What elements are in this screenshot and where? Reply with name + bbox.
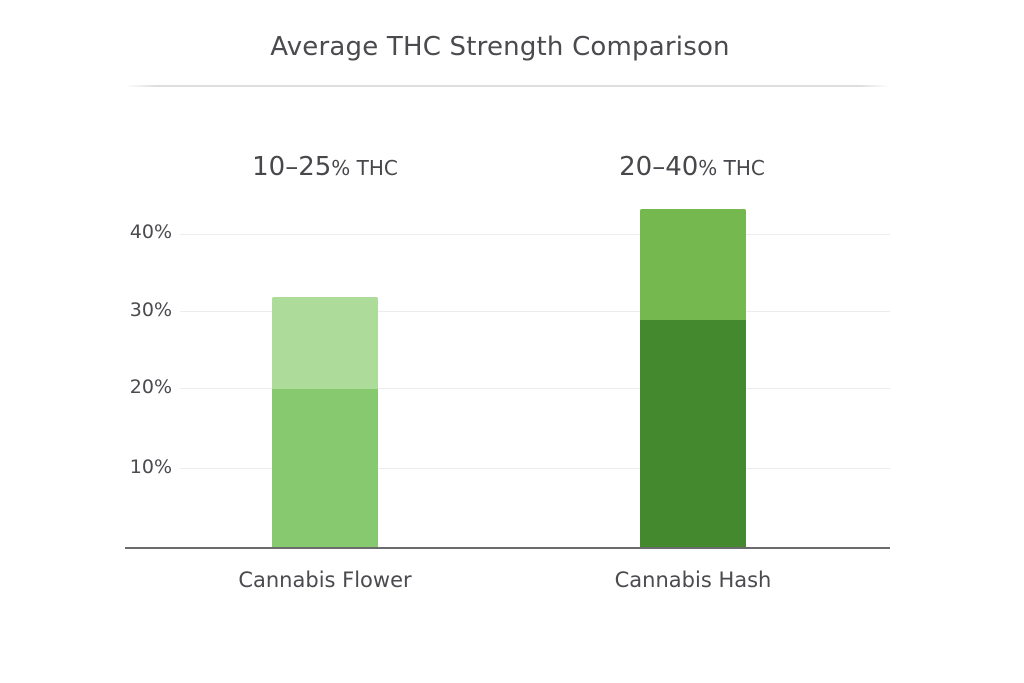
y-tick-label: 10% bbox=[129, 456, 172, 478]
range-value: 20–40 bbox=[619, 152, 699, 182]
range-unit: % THC bbox=[331, 156, 398, 180]
y-tick-label: 20% bbox=[129, 376, 172, 398]
gridline-30 bbox=[180, 311, 890, 312]
y-tick-label: 30% bbox=[129, 299, 172, 321]
bar-hash-upper-range bbox=[640, 209, 746, 320]
y-tick-label: 40% bbox=[129, 221, 172, 243]
gridline-10 bbox=[180, 468, 890, 469]
bar-hash-base bbox=[640, 320, 746, 548]
range-value: 10–25 bbox=[252, 152, 332, 182]
x-axis-line bbox=[125, 547, 890, 549]
title-divider bbox=[125, 85, 890, 87]
gridline-40 bbox=[180, 234, 890, 235]
x-category-label: Cannabis Flower bbox=[238, 568, 412, 592]
x-category-label: Cannabis Hash bbox=[614, 568, 772, 592]
range-unit: % THC bbox=[698, 156, 765, 180]
chart-title: Average THC Strength Comparison bbox=[270, 32, 730, 62]
range-label-flower: 10–25% THC bbox=[225, 152, 425, 182]
bar-flower-base bbox=[272, 389, 378, 548]
range-label-hash: 20–40% THC bbox=[592, 152, 792, 182]
gridline-20 bbox=[180, 388, 890, 389]
bar-flower-upper-range bbox=[272, 297, 378, 389]
